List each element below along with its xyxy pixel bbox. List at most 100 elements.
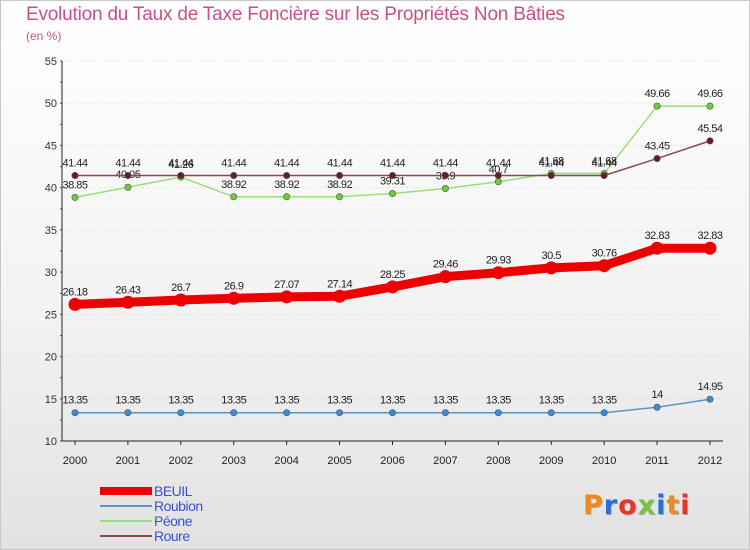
point-roubion: [547, 409, 555, 417]
data-label-beuil: 26.7: [171, 282, 191, 294]
point-roure: [494, 172, 502, 180]
point-beuil: [597, 259, 611, 273]
point-roure: [230, 172, 238, 180]
data-label-beuil: 27.07: [274, 279, 299, 291]
data-label-roure: 41.44: [380, 158, 405, 170]
data-label-beuil: 30.76: [592, 248, 617, 260]
legend-label-peone: Péone: [154, 513, 192, 529]
point-roure: [600, 172, 608, 180]
point-beuil: [491, 266, 505, 280]
data-label-roure: 41.44: [327, 158, 352, 170]
legend-label-roure: Roure: [154, 528, 190, 544]
data-label-roubion: 13.35: [539, 395, 564, 407]
point-beuil: [386, 280, 399, 294]
y-tick-label: 40: [45, 183, 57, 195]
data-label-peone: 49.66: [697, 88, 722, 100]
point-roubion: [124, 409, 132, 417]
data-label-peone: 39.31: [380, 175, 405, 187]
point-roure: [441, 172, 449, 180]
x-tick-label: 2012: [698, 455, 722, 467]
unit-label: (en %): [26, 29, 62, 43]
data-label-peone: 41.68: [539, 155, 564, 167]
point-roure: [71, 172, 79, 180]
y-tick-label: 50: [45, 98, 57, 110]
point-beuil: [544, 261, 558, 275]
x-tick-label: 2007: [433, 455, 457, 467]
point-beuil: [333, 289, 347, 303]
data-label-roubion: 13.35: [486, 395, 511, 407]
x-tick-label: 2011: [645, 455, 669, 467]
data-label-roubion: 14: [651, 389, 663, 401]
point-beuil: [121, 295, 135, 309]
point-beuil: [68, 297, 82, 311]
data-label-beuil: 26.9: [224, 280, 244, 292]
point-roubion: [336, 409, 344, 417]
x-tick-label: 2010: [592, 455, 616, 467]
point-roubion: [283, 409, 291, 417]
data-label-roure: 41.44: [592, 158, 617, 170]
data-label-beuil: 28.25: [380, 269, 405, 281]
point-roubion: [600, 409, 608, 417]
point-peone: [388, 189, 396, 197]
point-roure: [283, 172, 291, 180]
point-peone: [336, 193, 344, 201]
data-label-roubion: 14.95: [697, 381, 722, 393]
data-label-beuil: 29.93: [486, 255, 511, 267]
point-roure: [547, 172, 555, 180]
y-tick-label: 30: [45, 267, 57, 279]
point-beuil: [227, 291, 241, 305]
legend-label-roubion: Roubion: [154, 498, 203, 514]
data-label-roure: 41.44: [168, 158, 193, 170]
data-label-roure: 41.44: [433, 158, 458, 170]
data-label-roure: 41.44: [62, 158, 87, 170]
data-label-peone: 38.92: [327, 179, 352, 191]
x-tick-label: 2009: [539, 455, 563, 467]
point-peone: [230, 193, 238, 201]
point-roubion: [706, 395, 714, 403]
point-roure: [653, 155, 661, 163]
x-tick-label: 2003: [222, 455, 246, 467]
data-label-peone: 41.26: [168, 159, 193, 171]
data-label-roure: 41.44: [221, 158, 246, 170]
y-tick-label: 55: [45, 56, 57, 68]
data-label-beuil: 32.83: [697, 230, 722, 242]
data-label-roubion: 13.35: [592, 395, 617, 407]
data-label-beuil: 27.14: [327, 278, 352, 290]
y-tick-label: 25: [45, 309, 57, 321]
point-roure: [336, 172, 344, 180]
y-tick-label: 35: [45, 225, 57, 237]
y-tick-label: 20: [45, 352, 57, 364]
chart-title: Evolution du Taux de Taxe Foncière sur l…: [26, 4, 565, 25]
data-label-roure: 41.44: [274, 158, 299, 170]
point-peone: [124, 183, 132, 191]
data-label-peone: 49.66: [645, 88, 670, 100]
data-label-beuil: 32.83: [645, 230, 670, 242]
data-label-roubion: 13.35: [115, 395, 140, 407]
point-roubion: [441, 409, 449, 417]
data-label-roubion: 13.35: [274, 395, 299, 407]
data-label-roubion: 13.35: [380, 395, 405, 407]
proxiti-logo: Proxiti: [583, 490, 691, 521]
legend-swatch-roubion: [100, 505, 152, 507]
data-label-beuil: 30.5: [542, 250, 562, 262]
point-beuil: [280, 290, 294, 304]
data-label-roubion: 13.35: [62, 395, 87, 407]
legend-swatch-peone: [100, 520, 152, 522]
data-label-roure: 41.44: [539, 158, 564, 170]
y-tick-label: 45: [45, 140, 57, 152]
data-label-roubion: 13.35: [327, 395, 352, 407]
point-roubion: [388, 409, 396, 417]
point-roure: [177, 172, 185, 180]
data-label-beuil: 26.18: [62, 286, 87, 298]
x-tick-label: 2004: [274, 455, 298, 467]
legend-label-beuil: BEUIL: [154, 483, 192, 499]
point-peone: [494, 178, 502, 186]
data-label-roubion: 13.35: [168, 395, 193, 407]
point-roure: [124, 172, 132, 180]
point-beuil: [650, 241, 664, 255]
point-roubion: [71, 409, 79, 417]
point-roubion: [177, 409, 185, 417]
x-tick-label: 2002: [169, 455, 193, 467]
